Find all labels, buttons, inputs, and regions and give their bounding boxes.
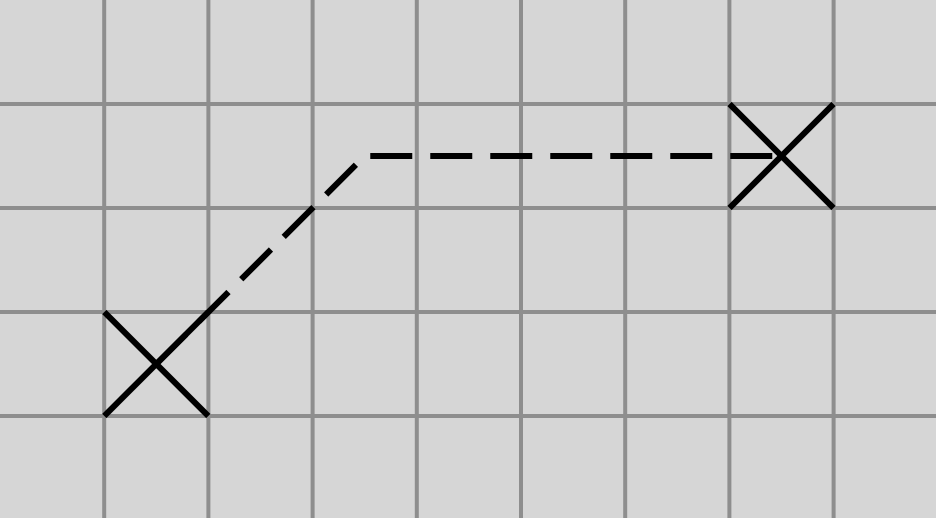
x-stroke bbox=[727, 101, 836, 211]
start-x-marker bbox=[102, 309, 211, 419]
end-x-marker bbox=[727, 101, 836, 211]
dashed-path bbox=[154, 153, 782, 367]
x-marker-layer bbox=[102, 101, 836, 419]
dashed-path-layer bbox=[154, 153, 782, 367]
x-stroke bbox=[102, 309, 211, 419]
